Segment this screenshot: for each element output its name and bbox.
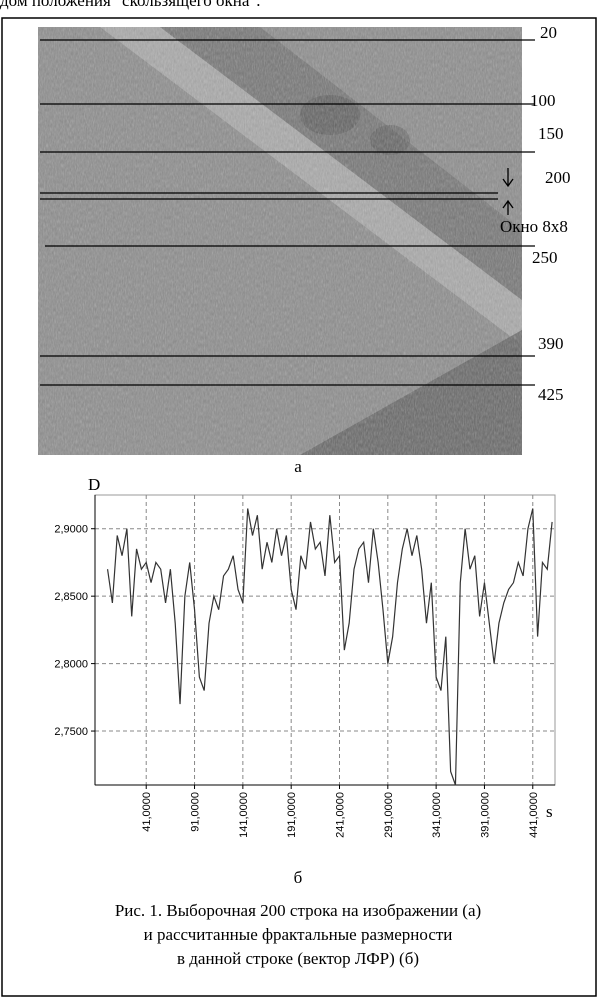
caption-line: и рассчитанные фрактальные размерности — [144, 925, 453, 944]
row-label: 390 — [538, 334, 564, 353]
x-tick-label: 41,0000 — [141, 792, 153, 832]
aerial-image — [38, 27, 522, 455]
data-line — [106, 508, 553, 786]
subfigure-label: а — [294, 457, 302, 476]
window-label: Окно 8x8 — [500, 217, 568, 236]
y-tick-label: 2,8500 — [54, 591, 88, 603]
caption-line: в данной строке (вектор ЛФР) (б) — [177, 949, 419, 968]
x-tick-label: 241,0000 — [334, 792, 346, 838]
arrow-up — [502, 199, 514, 215]
x-tick-label: 141,0000 — [238, 792, 250, 838]
arrow-down — [502, 168, 514, 188]
y-tick-label: 2,8000 — [54, 659, 88, 671]
x-tick-label: 191,0000 — [286, 792, 298, 838]
chart: D s б 2,9000 2,8500 2,8000 2,7500 41,0000 91,… — [54, 475, 556, 887]
y-tick-label: 2,7500 — [54, 726, 88, 738]
caption-line: Рис. 1. Выборочная 200 строка на изображ… — [115, 901, 481, 920]
x-axis-label: s — [546, 802, 553, 821]
header-fragment: дом положения "скользящего окна". — [0, 0, 261, 10]
x-tick-label: 341,0000 — [431, 792, 443, 838]
row-label: 425 — [538, 385, 564, 404]
row-label: 250 — [532, 248, 558, 267]
frame — [1, 17, 597, 997]
row-label: 200 — [545, 168, 571, 187]
plot-frame — [94, 494, 556, 786]
x-tick-label: 291,0000 — [383, 792, 395, 838]
row-label: 150 — [538, 124, 564, 143]
row-lines — [40, 39, 535, 386]
y-axis-label: D — [88, 475, 100, 494]
texture — [38, 27, 522, 455]
subfigure-label: б — [294, 868, 303, 887]
row-label: 100 — [530, 91, 556, 110]
x-tick-label: 91,0000 — [190, 792, 202, 832]
row-label: 20 — [540, 23, 557, 42]
x-tick-label: 391,0000 — [479, 792, 491, 838]
y-tick-label: 2,9000 — [54, 524, 88, 536]
x-tick-label: 441,0000 — [528, 792, 540, 838]
